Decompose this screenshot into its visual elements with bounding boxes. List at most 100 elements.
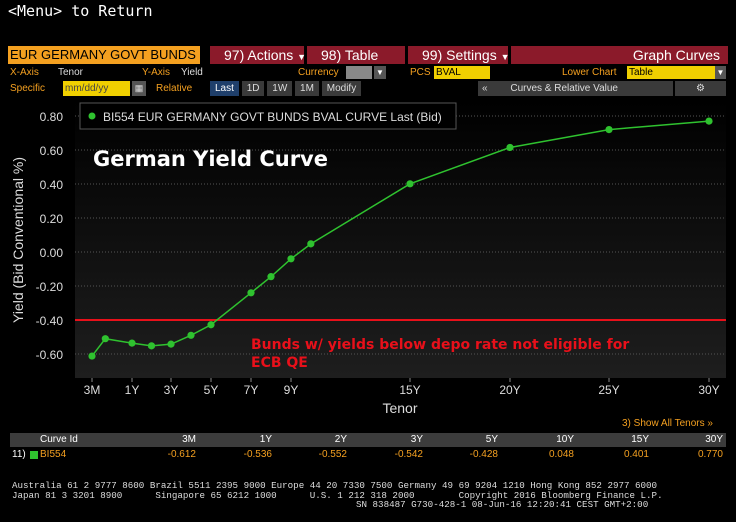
x-tick-label: 20Y (499, 383, 520, 397)
header-cell: 10Y (556, 434, 574, 445)
header-cell: 1Y (259, 434, 272, 445)
data-point (605, 126, 613, 134)
settings-menu-button[interactable]: 99) Settings ▼ (408, 46, 510, 64)
data-point (267, 273, 275, 281)
value-cell: 0.770 (697, 449, 723, 460)
footer-line-1: Australia 61 2 9777 8600 Brazil 5511 239… (12, 480, 658, 491)
actions-label: Actions (247, 47, 294, 63)
x-tick-label: 25Y (598, 383, 619, 397)
curve-table: Curve Id 3M 1Y 2Y 3Y 5Y 10Y 15Y 30Y 11) … (10, 433, 726, 463)
y-tick-label: 0.40 (40, 178, 64, 192)
row-index: 11) (12, 449, 26, 460)
data-point (187, 331, 195, 339)
data-point (207, 321, 215, 329)
data-point (88, 352, 96, 360)
actions-number: 97) (224, 47, 245, 63)
header-cell: 2Y (334, 434, 347, 445)
x-axis-label: Tenor (382, 400, 417, 416)
table-row[interactable]: 11) BI554 -0.612 -0.536 -0.552 -0.542 -0… (10, 447, 726, 463)
period-1w-button[interactable]: 1W (267, 81, 293, 96)
x-tick-label: 3Y (164, 383, 179, 397)
data-point (705, 117, 713, 125)
legend (79, 102, 457, 130)
lower-chart-dropdown[interactable]: Table (627, 66, 715, 79)
data-point (167, 340, 175, 348)
period-1m-button[interactable]: 1M (295, 81, 319, 96)
header-cell: 15Y (631, 434, 649, 445)
y-tick-label: -0.60 (36, 348, 64, 362)
footer-line-3: SN 838487 G730-428-1 08-Jun-16 12:20:41 … (356, 499, 649, 511)
period-1d-button[interactable]: 1D (241, 81, 265, 96)
footer-line-2: Japan 81 3 3201 8900 Singapore 65 6212 1… (12, 489, 663, 501)
yield-points (88, 117, 713, 360)
data-point (101, 335, 109, 343)
data-point (128, 339, 136, 347)
calendar-icon[interactable]: ▦ (132, 81, 146, 96)
relative-label: Relative (156, 83, 193, 94)
curve-id-cell: BI554 (40, 449, 67, 460)
show-all-tenors-link[interactable]: 3) Show All Tenors » (622, 418, 713, 429)
y-tick-label: 0.20 (40, 212, 64, 226)
series-color-swatch (30, 451, 38, 459)
table-header-row: Curve Id 3M 1Y 2Y 3Y 5Y 10Y 15Y 30Y (10, 433, 726, 447)
y-tick-label: -0.20 (36, 280, 64, 294)
x-tick-label: 7Y (244, 383, 259, 397)
legend-marker (88, 112, 96, 120)
menu-return-link[interactable]: <Menu> to Return (8, 2, 153, 20)
x-tick-label: 5Y (204, 383, 219, 397)
curves-relative-label: Curves & Relative Value (510, 83, 618, 94)
security-field[interactable]: EUR GERMANY GOVT BUNDS B (8, 46, 200, 64)
data-point (406, 180, 414, 188)
x-tick-label: 9Y (284, 383, 299, 397)
date-input[interactable]: mm/dd/yy (63, 81, 130, 96)
value-cell: -0.612 (167, 449, 196, 460)
value-cell: -0.428 (469, 449, 498, 460)
chevron-left-icon: « (482, 83, 488, 94)
pcs-label: PCS (410, 67, 431, 78)
yaxis-value[interactable]: Yield (181, 67, 203, 78)
gear-icon[interactable]: ⚙ (675, 81, 726, 96)
xaxis-value[interactable]: Tenor (58, 67, 84, 78)
curves-relative-button[interactable]: « Curves & Relative Value (478, 81, 673, 96)
plot-area (75, 100, 726, 378)
data-point (506, 143, 514, 152)
footer: Australia 61 2 9777 8600 Brazil 5511 239… (12, 481, 663, 510)
y-tick-label: -0.40 (36, 314, 64, 328)
chart-title: German Yield Curve (93, 147, 328, 171)
period-last-button[interactable]: Last (210, 81, 239, 96)
data-point (287, 255, 295, 263)
value-cell: 0.401 (623, 449, 649, 460)
table-number: 98) (321, 47, 342, 63)
value-cell: -0.552 (318, 449, 347, 460)
annotation-line-2: ECB QE (251, 355, 308, 371)
y-axis: 0.80 0.60 0.40 0.20 0.00 -0.20 -0.40 -0.60 (36, 110, 64, 362)
header-cell: 3M (182, 434, 196, 445)
pcs-field[interactable]: BVAL (434, 66, 490, 79)
actions-menu-button[interactable]: 97) Actions ▼ (210, 46, 307, 64)
x-tick-label: 15Y (399, 383, 420, 397)
lower-chart-label: Lower Chart (562, 67, 617, 78)
data-point (307, 240, 315, 248)
chevron-down-icon[interactable]: ▼ (715, 66, 726, 79)
chevron-down-icon: ▼ (500, 52, 510, 62)
curve-id-header: Curve Id (40, 434, 78, 445)
graph-curves-title: Graph Curves (511, 46, 728, 64)
annotation-line-1: Bunds w/ yields below depo rate not elig… (251, 337, 629, 353)
y-tick-label: 0.60 (40, 144, 64, 158)
x-axis: 3M 1Y 3Y 5Y 7Y 9Y 15Y 20Y 25Y 30Y (84, 378, 720, 397)
chevron-down-icon[interactable]: ▼ (374, 66, 386, 79)
yield-curve-chart: 0.80 0.60 0.40 0.20 0.00 -0.20 -0.40 -0.60 3M 1Y… (10, 100, 726, 416)
modify-button[interactable]: Modify (321, 81, 362, 96)
chevron-down-icon: ▼ (297, 52, 307, 62)
settings-number: 99) (422, 47, 443, 63)
y-tick-label: 0.80 (40, 110, 64, 124)
header-cell: 30Y (705, 434, 723, 445)
xaxis-label: X-Axis (10, 67, 39, 78)
table-label: Table (344, 47, 379, 63)
specific-label: Specific (10, 83, 46, 94)
value-cell: -0.542 (394, 449, 423, 460)
currency-dropdown[interactable] (346, 66, 372, 79)
settings-label: Settings (446, 47, 497, 63)
table-button[interactable]: 98) Table (307, 46, 405, 64)
header-cell: 5Y (485, 434, 498, 445)
